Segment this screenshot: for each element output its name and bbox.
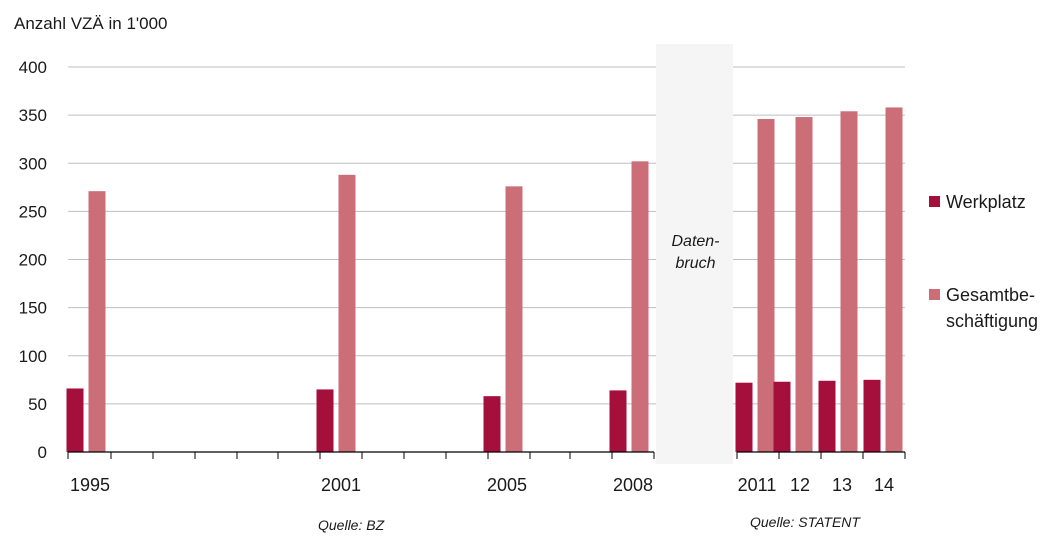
bar-werkplatz-2005 — [483, 396, 501, 452]
bar-gesamtbeschaeftigung-2005 — [505, 186, 523, 452]
bar-werkplatz-2001 — [316, 389, 334, 452]
x-tick-label: 2011 — [738, 475, 777, 495]
y-tick-label: 350 — [19, 106, 47, 125]
legend-item-werkplatz: Werkplatz — [929, 189, 1026, 215]
data-break-label-line1: Daten- — [671, 233, 720, 250]
x-tick-label: 12 — [790, 475, 810, 495]
bar-gesamtbeschaeftigung-2001 — [338, 174, 356, 453]
y-tick-label: 100 — [19, 347, 47, 366]
x-tick-label: 1995 — [70, 475, 110, 495]
y-tick-label: 300 — [19, 154, 47, 173]
bar-gesamtbeschaeftigung-2011 — [757, 118, 775, 452]
data-break-label-line2: bruch — [675, 255, 716, 272]
y-axis-title: Anzahl VZÄ in 1'000 — [14, 14, 168, 33]
legend-label-werkplatz: Werkplatz — [946, 192, 1026, 212]
x-tick-label: 14 — [874, 475, 894, 495]
legend-label-gesamt-line1: Gesamtbe- — [946, 285, 1036, 305]
legend-swatch-werkplatz — [929, 196, 940, 208]
bar-werkplatz-1995 — [66, 388, 84, 452]
data-break-label: Daten- bruch — [658, 231, 733, 275]
y-tick-label: 250 — [19, 202, 47, 221]
x-tick-label: 2005 — [487, 475, 527, 495]
gridlines — [68, 66, 905, 405]
x-tick-label: 13 — [832, 475, 852, 495]
y-tick-label: 150 — [19, 299, 47, 318]
data-break-band — [656, 44, 733, 464]
x-axis — [67, 451, 906, 459]
bar-werkplatz-12 — [773, 381, 791, 452]
bar-werkplatz-13 — [818, 380, 836, 452]
source-note-bz: Quelle: BZ — [318, 517, 385, 533]
bar-gesamtbeschaeftigung-1995 — [88, 191, 106, 452]
bar-werkplatz-14 — [863, 379, 881, 452]
y-tick-label: 0 — [38, 443, 47, 462]
bar-gesamtbeschaeftigung-14 — [885, 107, 903, 453]
y-tick-label: 400 — [19, 58, 47, 77]
y-tick-label: 200 — [19, 251, 47, 270]
legend-item-gesamtbeschaeftigung: Gesamtbe- schäftigung — [929, 282, 1038, 334]
x-tick-labels: 1995 2001 2005 2008 2011 12 13 14 — [70, 475, 894, 495]
bar-werkplatz-2008 — [609, 390, 627, 452]
x-tick-label: 2001 — [321, 475, 361, 495]
bars — [66, 107, 903, 453]
source-note-statent: Quelle: STATENT — [750, 514, 860, 530]
bar-gesamtbeschaeftigung-13 — [840, 111, 858, 453]
legend-swatch-gesamtbeschaeftigung — [929, 289, 940, 301]
x-tick-label: 2008 — [613, 475, 653, 495]
bar-werkplatz-2011 — [735, 382, 753, 452]
y-tick-label: 50 — [28, 395, 47, 414]
y-tick-labels: 0 50 100 150 200 250 300 350 400 — [19, 58, 47, 462]
bar-gesamtbeschaeftigung-2008 — [631, 161, 649, 452]
bar-gesamtbeschaeftigung-12 — [795, 117, 813, 453]
legend-label-gesamt-line2: schäftigung — [946, 311, 1039, 331]
